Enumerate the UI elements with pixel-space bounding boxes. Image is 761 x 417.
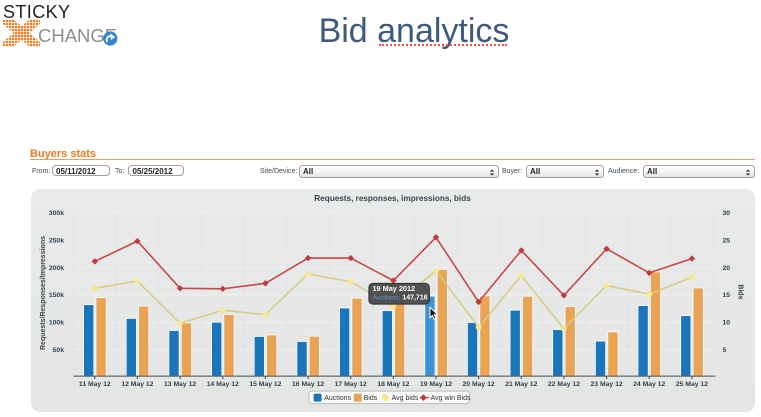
svg-text:5: 5 <box>723 347 727 354</box>
svg-text:11 May 12: 11 May 12 <box>79 381 111 388</box>
svg-text:15: 15 <box>723 292 731 299</box>
svg-text:12 May 12: 12 May 12 <box>121 381 153 388</box>
svg-text:22 May 12: 22 May 12 <box>548 381 580 388</box>
svg-text:20 May 12: 20 May 12 <box>463 381 495 388</box>
svg-text:17 May 12: 17 May 12 <box>335 381 367 388</box>
svg-text:25 May 12: 25 May 12 <box>676 381 708 388</box>
svg-text:250k: 250k <box>49 237 64 244</box>
svg-text:Requests, responses, impressio: Requests, responses, impressions, bids <box>314 194 471 203</box>
svg-text:19 May 2012: 19 May 2012 <box>373 284 416 293</box>
svg-text:100k: 100k <box>49 320 64 327</box>
svg-text:150k: 150k <box>49 292 64 299</box>
svg-text:Auctions: Auctions <box>324 395 351 402</box>
svg-text:147,716: 147,716 <box>402 295 427 302</box>
svg-text:23 May 12: 23 May 12 <box>591 381 623 388</box>
svg-text:50k: 50k <box>53 347 65 354</box>
svg-text:13 May 12: 13 May 12 <box>164 381 196 388</box>
svg-text:30: 30 <box>723 210 731 217</box>
svg-text:Auctions:: Auctions: <box>373 295 401 302</box>
svg-text:18 May 12: 18 May 12 <box>377 381 409 388</box>
svg-text:Bids: Bids <box>737 284 744 299</box>
svg-text:Requests/Responses/Impressions: Requests/Responses/Impressions <box>40 236 47 350</box>
svg-text:300k: 300k <box>49 210 64 217</box>
svg-text:19 May 12: 19 May 12 <box>420 381 452 388</box>
svg-text:20: 20 <box>723 265 731 272</box>
svg-text:24 May 12: 24 May 12 <box>633 381 665 388</box>
svg-text:Avg win Bids: Avg win Bids <box>431 395 471 402</box>
svg-text:Bids: Bids <box>364 395 378 402</box>
svg-text:200k: 200k <box>49 265 64 272</box>
svg-text:25: 25 <box>723 237 731 244</box>
svg-text:16 May 12: 16 May 12 <box>292 381 324 388</box>
svg-text:15 May 12: 15 May 12 <box>249 381 281 388</box>
svg-text:10: 10 <box>723 320 731 327</box>
svg-text:14 May 12: 14 May 12 <box>207 381 239 388</box>
svg-text:Avg bids: Avg bids <box>392 395 419 402</box>
svg-text:21 May 12: 21 May 12 <box>505 381 537 388</box>
